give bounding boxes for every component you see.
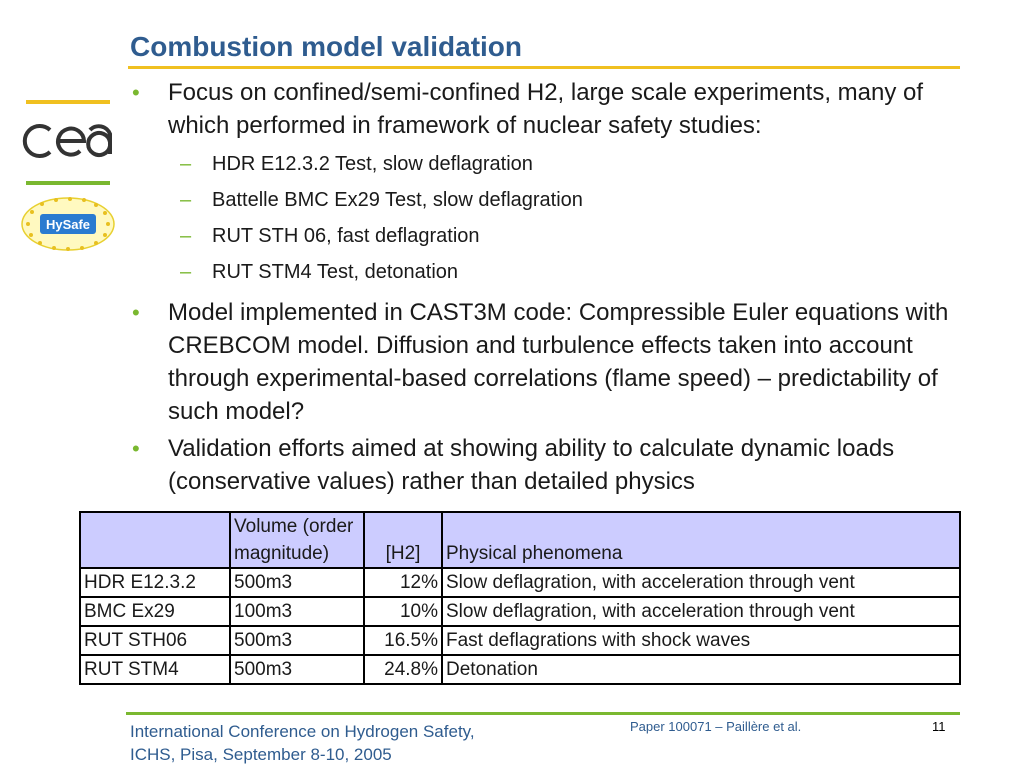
table-cell: 10%	[363, 596, 443, 627]
title-underline	[128, 66, 960, 69]
sub-item: – HDR E12.3.2 Test, slow deflagration	[128, 146, 988, 182]
sub-item-text: RUT STM4 Test, detonation	[212, 261, 459, 283]
sub-item-text: HDR E12.3.2 Test, slow deflagration	[212, 153, 533, 175]
table-cell: RUT STH06	[79, 625, 231, 656]
bullet-dot-icon: •	[132, 436, 140, 461]
bullet-text: Validation efforts aimed at showing abil…	[168, 435, 895, 495]
bullet-dot-icon: •	[132, 80, 140, 105]
dash-icon: –	[180, 225, 192, 247]
bullet-text: Focus on confined/semi-confined H2, larg…	[168, 79, 924, 139]
page-number: 11	[932, 719, 946, 734]
table-header-row: Volume (order magnitude) [H2] Physical p…	[79, 511, 961, 569]
table-row: BMC Ex29 100m3 10% Slow deflagration, wi…	[79, 596, 961, 627]
header-cell	[79, 511, 231, 569]
table-cell: 16.5%	[363, 625, 443, 656]
table-cell: BMC Ex29	[79, 596, 231, 627]
table-cell: 500m3	[229, 625, 365, 656]
dash-icon: –	[180, 189, 192, 211]
sub-list: – HDR E12.3.2 Test, slow deflagration – Ba…	[128, 146, 988, 290]
footer-conference: International Conference on Hydrogen Saf…	[130, 720, 475, 766]
footer-rule	[126, 712, 960, 715]
footer-conference-line: International Conference on Hydrogen Saf…	[130, 722, 475, 741]
bullet-text: Model implemented in CAST3M code: Compre…	[168, 299, 949, 425]
bullet-item: • Validation efforts aimed at showing ab…	[128, 432, 988, 498]
table-cell: 100m3	[229, 596, 365, 627]
slide-title: Combustion model validation	[130, 31, 523, 62]
cea-logo	[22, 124, 112, 158]
table-cell: Slow deflagration, with acceleration thr…	[441, 596, 961, 627]
dash-icon: –	[180, 261, 192, 283]
bullet-item: • Model implemented in CAST3M code: Comp…	[128, 296, 988, 428]
experiments-table: Volume (order magnitude) [H2] Physical p…	[79, 511, 961, 685]
table-row: RUT STH06 500m3 16.5% Fast deflagrations…	[79, 625, 961, 656]
slide-body: • Focus on confined/semi-confined H2, la…	[128, 76, 988, 502]
header-cell: Physical phenomena	[441, 511, 961, 569]
table-row: HDR E12.3.2 500m3 12% Slow deflagration,…	[79, 567, 961, 598]
logo-divider-yellow	[26, 100, 110, 104]
table-cell: Fast deflagrations with shock waves	[441, 625, 961, 656]
sub-item: – RUT STH 06, fast deflagration	[128, 218, 988, 254]
hysafe-logo-text: HySafe	[46, 217, 90, 232]
sub-item-text: RUT STH 06, fast deflagration	[212, 225, 480, 247]
sub-item: – Battelle BMC Ex29 Test, slow deflagrati…	[128, 182, 988, 218]
bullet-item: • Focus on confined/semi-confined H2, la…	[128, 76, 988, 142]
table-cell: Slow deflagration, with acceleration thr…	[441, 567, 961, 598]
sub-item: – RUT STM4 Test, detonation	[128, 254, 988, 290]
sub-item-text: Battelle BMC Ex29 Test, slow deflagratio…	[212, 189, 583, 211]
table-cell: RUT STM4	[79, 654, 231, 685]
table-cell: HDR E12.3.2	[79, 567, 231, 598]
bullet-dot-icon: •	[132, 300, 140, 325]
table-row: RUT STM4 500m3 24.8% Detonation	[79, 654, 961, 685]
header-cell: [H2]	[363, 511, 443, 569]
logo-column: HySafe	[18, 96, 118, 256]
hysafe-logo: HySafe	[21, 197, 115, 251]
logo-divider-green	[26, 181, 110, 185]
table-cell: 500m3	[229, 654, 365, 685]
table-cell: 500m3	[229, 567, 365, 598]
footer-conference-line: ICHS, Pisa, September 8-10, 2005	[130, 745, 392, 764]
header-cell: Volume (order magnitude)	[229, 511, 365, 569]
footer-paper-ref: Paper 100071 – Paillère et al.	[630, 719, 802, 734]
table-cell: Detonation	[441, 654, 961, 685]
table-cell: 24.8%	[363, 654, 443, 685]
table-cell: 12%	[363, 567, 443, 598]
dash-icon: –	[180, 153, 192, 175]
